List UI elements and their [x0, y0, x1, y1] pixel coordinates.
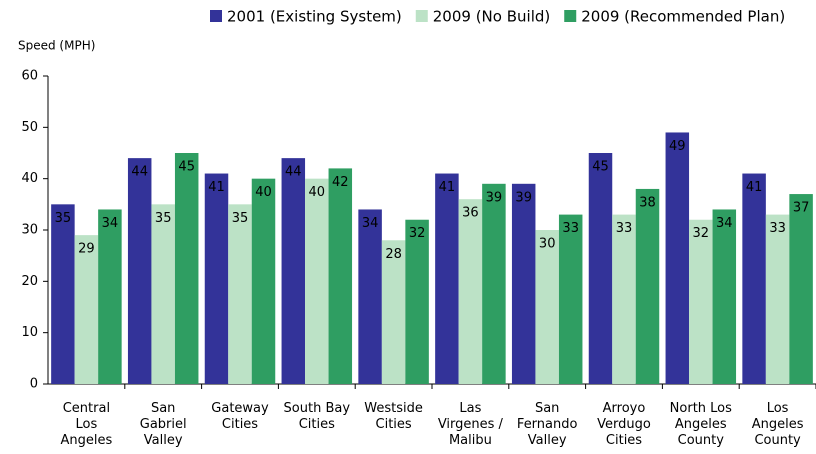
value-label: 34 — [716, 216, 733, 231]
bar — [51, 204, 75, 384]
bar — [435, 173, 459, 384]
value-label: 39 — [515, 190, 532, 205]
bar — [742, 173, 766, 384]
y-tick-label: 30 — [21, 223, 38, 238]
value-label: 39 — [486, 190, 503, 205]
bar — [251, 178, 276, 384]
value-label: 30 — [539, 237, 556, 252]
y-tick-label: 10 — [21, 325, 38, 340]
value-label: 41 — [746, 180, 763, 195]
legend-swatch — [415, 10, 428, 22]
value-label: 49 — [669, 139, 686, 154]
bar — [281, 158, 306, 384]
value-label: 32 — [409, 226, 426, 241]
legend-label: 2001 (Existing System) — [227, 8, 402, 26]
x-tick-label: Arroyo Verdugo Cities — [597, 401, 651, 448]
x-tick-label: North Los Angeles County — [669, 401, 732, 448]
value-label: 40 — [255, 185, 272, 200]
x-tick-label: South Bay Cities — [283, 401, 351, 432]
bar — [612, 214, 636, 384]
value-label: 35 — [232, 211, 249, 226]
x-tick-label: San Fernando Valley — [516, 401, 578, 448]
bar — [689, 219, 713, 384]
bar — [127, 158, 152, 384]
bar — [174, 153, 199, 384]
bar — [558, 214, 583, 384]
value-label: 33 — [769, 221, 786, 236]
bar — [511, 183, 536, 384]
bar — [458, 199, 483, 384]
value-label: 33 — [616, 221, 633, 236]
x-tick-label: San Gabriel Valley — [139, 401, 187, 448]
value-label: 45 — [592, 160, 609, 175]
bar — [98, 209, 122, 384]
y-axis-label: Speed (MPH) — [18, 39, 95, 53]
y-tick-label: 0 — [30, 377, 38, 392]
legend-label: 2009 (No Build) — [433, 8, 550, 26]
legend-swatch — [210, 10, 222, 22]
bar — [789, 194, 813, 384]
value-label: 34 — [102, 216, 119, 231]
bar — [381, 240, 406, 384]
legend-swatch — [564, 10, 577, 22]
value-label: 28 — [385, 247, 402, 262]
value-label: 44 — [285, 165, 302, 180]
value-label: 34 — [362, 216, 379, 231]
bar — [305, 178, 329, 384]
value-label: 44 — [131, 165, 148, 180]
value-label: 33 — [562, 221, 579, 236]
bar — [482, 183, 506, 384]
value-label: 35 — [155, 211, 172, 226]
value-label: 42 — [332, 175, 349, 190]
value-label: 41 — [439, 180, 456, 195]
x-tick-label: Westside Cities — [364, 401, 423, 432]
bar — [228, 204, 252, 384]
bar — [588, 153, 613, 384]
bar — [328, 168, 353, 384]
bar — [635, 188, 660, 384]
bar — [151, 204, 175, 384]
bar — [204, 173, 229, 384]
value-label: 35 — [55, 211, 72, 226]
value-label: 41 — [208, 180, 225, 195]
bar — [665, 132, 690, 384]
x-tick-label: Gateway Cities — [211, 401, 269, 432]
value-label: 37 — [793, 201, 810, 216]
y-tick-label: 50 — [21, 120, 38, 135]
bar — [712, 209, 737, 384]
bar — [405, 219, 429, 384]
value-label: 29 — [78, 242, 95, 257]
x-tick-label: Las Virgenes / Malibu — [437, 401, 503, 448]
legend-label: 2009 (Recommended Plan) — [581, 8, 785, 26]
x-tick-label: Los Angeles County — [751, 401, 804, 448]
bar — [765, 214, 790, 384]
value-label: 40 — [309, 185, 326, 200]
value-label: 38 — [639, 195, 656, 210]
bar — [74, 235, 99, 384]
value-label: 36 — [462, 206, 479, 221]
value-label: 45 — [178, 160, 195, 175]
y-tick-label: 40 — [21, 171, 38, 186]
bar — [535, 230, 559, 384]
y-tick-label: 60 — [21, 69, 38, 84]
y-tick-label: 20 — [21, 274, 38, 289]
x-tick-label: Central Los Angeles — [60, 401, 113, 448]
value-label: 32 — [693, 226, 710, 241]
bar — [358, 209, 382, 384]
